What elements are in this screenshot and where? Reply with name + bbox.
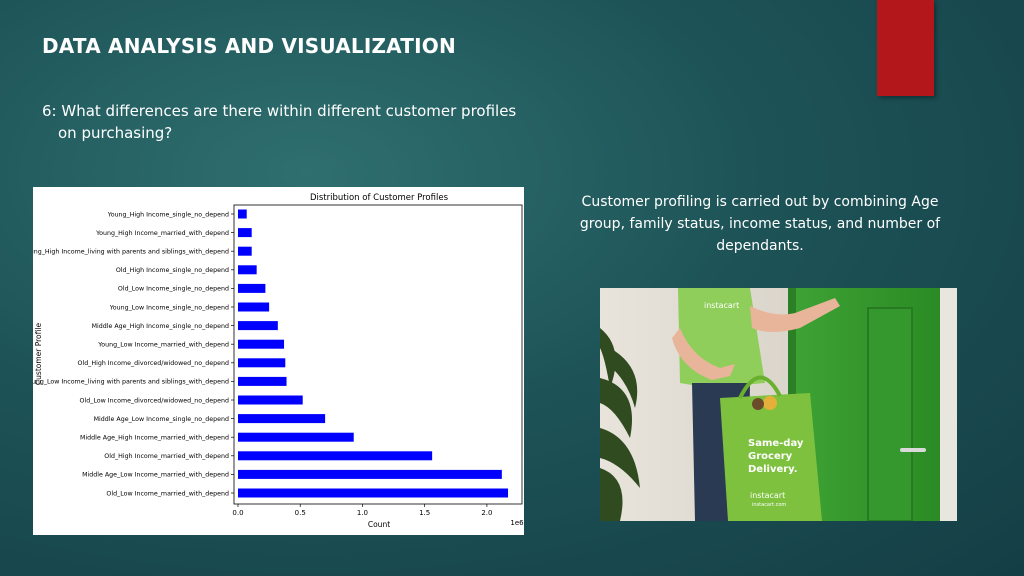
question-line-2: on purchasing? bbox=[58, 124, 173, 142]
bar bbox=[238, 302, 270, 312]
plot-frame bbox=[233, 204, 523, 505]
bar bbox=[238, 358, 286, 368]
y-tick-label: Young_High Income_single_no_depend bbox=[107, 211, 229, 218]
y-tick-label: Young_High Income_living with parents an… bbox=[33, 249, 229, 256]
y-tick-label: Middle Age_Low Income_single_no_depend bbox=[94, 416, 229, 423]
x-axis-label: Count bbox=[368, 520, 390, 529]
bar bbox=[238, 283, 266, 293]
y-tick-label: Middle Age_High Income_married_with_depe… bbox=[80, 435, 229, 442]
y-tick-label: Middle Age_High Income_single_no_depend bbox=[92, 323, 229, 330]
bar bbox=[238, 228, 252, 238]
bar bbox=[238, 488, 509, 498]
x-tick-label: 1.5 bbox=[419, 509, 430, 517]
x-tick-label: 0.5 bbox=[295, 509, 306, 517]
chart-title: Distribution of Customer Profiles bbox=[310, 193, 449, 203]
x-tick-label: 1.0 bbox=[357, 509, 368, 517]
bar-chart: Distribution of Customer Profiles Young_… bbox=[33, 193, 524, 529]
bag-text-2: Grocery bbox=[748, 451, 793, 462]
y-tick-label: Young_High Income_married_with_depend bbox=[95, 230, 229, 237]
y-tick-label: Old_High Income_single_no_depend bbox=[116, 267, 229, 274]
x-tick-label: 2.0 bbox=[481, 509, 492, 517]
bar bbox=[238, 339, 285, 349]
bar bbox=[238, 265, 257, 275]
caption-text: Customer profiling is carried out by com… bbox=[579, 194, 941, 254]
y-tick-label: Old_High Income_divorced/widowed_no_depe… bbox=[77, 360, 229, 367]
bar bbox=[238, 246, 252, 256]
question-text: 6: What differences are there within dif… bbox=[42, 100, 562, 144]
y-tick-label: Old_Low Income_married_with_depend bbox=[106, 490, 229, 497]
bar bbox=[238, 469, 502, 479]
question-line-1: 6: What differences are there within dif… bbox=[42, 102, 517, 120]
bar bbox=[238, 376, 287, 386]
bar bbox=[238, 414, 326, 424]
red-accent-tab bbox=[877, 0, 934, 96]
bag-text-3: Delivery. bbox=[748, 464, 798, 475]
y-tick-label: Middle Age_Low Income_married_with_depen… bbox=[82, 472, 229, 479]
bag-brand: instacart bbox=[750, 491, 785, 500]
chart-panel: Distribution of Customer Profiles Young_… bbox=[33, 187, 524, 535]
y-tick-label: Young_Low Income_married_with_depend bbox=[97, 342, 229, 349]
bar bbox=[238, 321, 278, 331]
bag-text-1: Same-day bbox=[748, 438, 804, 449]
bar bbox=[238, 209, 247, 219]
y-axis-label: Customer Profile bbox=[34, 323, 43, 386]
x-axis-offset: 1e6 bbox=[510, 519, 524, 527]
slide-title: DATA ANALYSIS AND VISUALIZATION bbox=[42, 34, 456, 58]
delivery-photo: instacart Same-day Grocery Delivery. ins… bbox=[600, 288, 957, 521]
x-tick-label: 0.0 bbox=[232, 509, 243, 517]
y-tick-label: Old_Low Income_single_no_depend bbox=[118, 286, 229, 293]
y-tick-label: Young_Low Income_living with parents and… bbox=[33, 379, 229, 386]
bag-brand-sub: instacart.com bbox=[752, 502, 786, 508]
plant-leaves bbox=[600, 328, 640, 521]
bar bbox=[238, 432, 354, 442]
y-tick-label: Old_Low Income_divorced/widowed_no_depen… bbox=[80, 397, 229, 404]
y-tick-label: Old_High Income_married_with_depend bbox=[104, 453, 229, 460]
y-tick-label: Young_Low Income_single_no_depend bbox=[109, 304, 229, 311]
shirt-logo: instacart bbox=[704, 301, 739, 310]
delivery-photo-illustration: instacart Same-day Grocery Delivery. ins… bbox=[600, 288, 957, 521]
bar bbox=[238, 451, 433, 461]
bar bbox=[238, 395, 303, 405]
